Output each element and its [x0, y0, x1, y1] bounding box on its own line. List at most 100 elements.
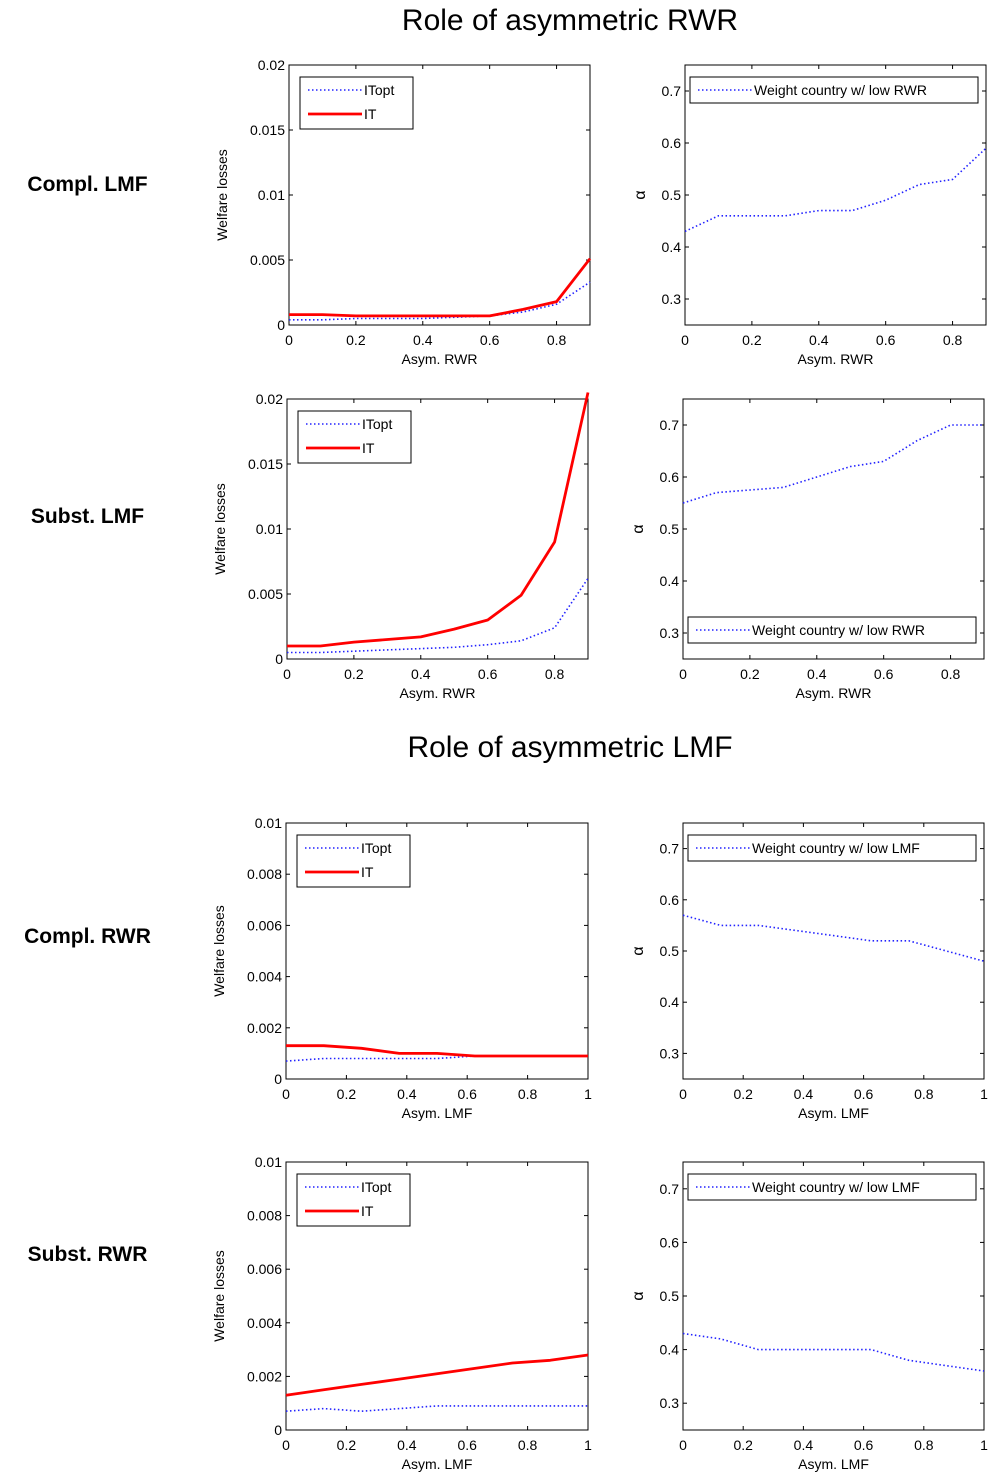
legend-label: ITopt [364, 82, 394, 98]
x-tick-label: 0.6 [876, 332, 896, 348]
legend: ITopt IT [299, 76, 414, 130]
x-axis-label: Asym. LMF [402, 1456, 473, 1472]
x-tick-label: 0 [679, 1086, 687, 1102]
x-tick-label: 0.6 [874, 666, 894, 682]
x-tick-label: 0.8 [518, 1086, 538, 1102]
x-axis-label: Asym. RWR [796, 685, 872, 701]
x-tick-label: 0.6 [854, 1437, 874, 1453]
chart-4: 0 0.2 0.4 0.6 0.8 0.3 0.4 0.5 0.6 0.7 Asym. RWR α We… [630, 398, 985, 701]
legend-label: Weight country w/ low LMF [752, 1179, 920, 1195]
x-tick-label: 0.2 [337, 1437, 357, 1453]
x-tick-label: 0.4 [807, 666, 827, 682]
series-line-it [285, 1353, 589, 1397]
y-axis-label: α [630, 524, 647, 533]
x-tick-label: 0.8 [547, 332, 567, 348]
x-axis-label: Asym. RWR [402, 351, 478, 367]
chart-2: 0 0.2 0.4 0.6 0.8 0.3 0.4 0.5 0.6 0.7 Asym. RWR α We… [632, 64, 987, 367]
x-tick-label: 0.4 [397, 1437, 417, 1453]
legend-label: Weight country w/ low LMF [752, 840, 920, 856]
legend-box [296, 834, 411, 888]
axes-frame [682, 822, 985, 1080]
x-tick-label: 0.6 [478, 666, 498, 682]
y-tick-label: 0.005 [248, 586, 283, 602]
y-tick-label: 0.01 [255, 1154, 282, 1170]
x-tick-label: 0.6 [457, 1437, 477, 1453]
chart-3: 0 0.2 0.4 0.6 0.8 0 0.005 0.01 0.015 0.02 Asym. RW… [212, 391, 590, 701]
series-line-it [287, 392, 590, 648]
x-tick-label: 1 [584, 1086, 592, 1102]
legend: ITopt IT [296, 834, 411, 888]
x-tick-label: 0.6 [457, 1086, 477, 1102]
y-axis-label: Welfare losses [211, 1250, 227, 1342]
legend-label: IT [361, 864, 374, 880]
x-tick-label: 0 [283, 666, 291, 682]
y-axis-label: α [630, 1291, 647, 1300]
legend: Weight country w/ low RWR [687, 616, 977, 644]
y-tick-label: 0.3 [662, 291, 682, 307]
legend-label: Weight country w/ low RWR [752, 622, 925, 638]
legend-box [296, 1173, 411, 1227]
legend: Weight country w/ low RWR [689, 76, 979, 104]
y-tick-label: 0 [274, 1422, 282, 1438]
x-tick-label: 0.8 [914, 1437, 934, 1453]
x-axis-label: Asym. LMF [798, 1456, 869, 1472]
y-tick-label: 0 [274, 1071, 282, 1087]
legend-label: IT [361, 1203, 374, 1219]
y-tick-label: 0.3 [660, 1045, 680, 1061]
x-tick-label: 0 [285, 332, 293, 348]
y-tick-label: 0.5 [660, 521, 680, 537]
x-tick-label: 0 [681, 332, 689, 348]
x-tick-label: 0.2 [344, 666, 364, 682]
legend-label: Weight country w/ low RWR [754, 82, 927, 98]
chart-8: 0 0.2 0.4 0.6 0.8 1 0.3 0.4 0.5 0.6 0.7 Asym. LMF α W… [630, 1161, 988, 1472]
x-tick-label: 0.2 [733, 1086, 753, 1102]
x-tick-label: 1 [584, 1437, 592, 1453]
chart-1: 0 0.2 0.4 0.6 0.8 0 0.005 0.01 0.015 0.02 Asym. RW… [214, 57, 592, 367]
x-tick-label: 0.4 [809, 332, 829, 348]
y-tick-label: 0.004 [247, 969, 282, 985]
x-tick-label: 0.2 [337, 1086, 357, 1102]
x-tick-label: 0.8 [518, 1437, 538, 1453]
y-tick-label: 0.6 [660, 469, 680, 485]
y-axis-label: Welfare losses [214, 149, 230, 241]
y-tick-label: 0.7 [660, 417, 680, 433]
legend-label: IT [364, 106, 377, 122]
x-tick-label: 0.4 [411, 666, 431, 682]
legend-label: ITopt [362, 416, 392, 432]
series-line-it [289, 257, 592, 318]
row-label-compl-rwr: Compl. RWR [24, 925, 151, 948]
axes-frame [682, 1161, 985, 1431]
y-tick-label: 0.6 [660, 892, 680, 908]
y-tick-label: 0.015 [250, 122, 285, 138]
y-tick-label: 0.6 [662, 135, 682, 151]
y-tick-label: 0.005 [250, 252, 285, 268]
x-tick-label: 0 [282, 1086, 290, 1102]
x-tick-label: 0.4 [397, 1086, 417, 1102]
row-label-subst-rwr: Subst. RWR [27, 1243, 148, 1266]
x-tick-label: 0.2 [742, 332, 762, 348]
x-tick-label: 0.6 [480, 332, 500, 348]
x-axis-label: Asym. LMF [402, 1105, 473, 1121]
y-tick-label: 0.5 [662, 187, 682, 203]
x-axis-label: Asym. RWR [400, 685, 476, 701]
x-tick-label: 0.8 [943, 332, 963, 348]
axes-frame [682, 398, 985, 660]
y-tick-label: 0.02 [258, 57, 285, 73]
y-tick-label: 0.008 [247, 866, 282, 882]
y-tick-label: 0.002 [247, 1020, 282, 1036]
y-tick-label: 0 [275, 651, 283, 667]
y-tick-label: 0.7 [662, 83, 682, 99]
series-line-itopt [287, 577, 589, 654]
y-tick-label: 0.7 [660, 1181, 680, 1197]
section-title-lmf: Role of asymmetric LMF [407, 731, 733, 764]
x-axis-label: Asym. LMF [798, 1105, 869, 1121]
y-tick-label: 0.02 [256, 391, 283, 407]
y-tick-label: 0 [277, 317, 285, 333]
legend-box [297, 410, 412, 464]
chart-7: 0 0.2 0.4 0.6 0.8 1 0 0.002 0.004 0.006 0.008 0.01 A… [211, 1154, 592, 1472]
y-tick-label: 0.4 [660, 994, 680, 1010]
y-tick-label: 0.004 [247, 1315, 282, 1331]
legend: ITopt IT [297, 410, 412, 464]
chart-6: 0 0.2 0.4 0.6 0.8 1 0.3 0.4 0.5 0.6 0.7 Asym. LMF α W… [630, 822, 988, 1121]
